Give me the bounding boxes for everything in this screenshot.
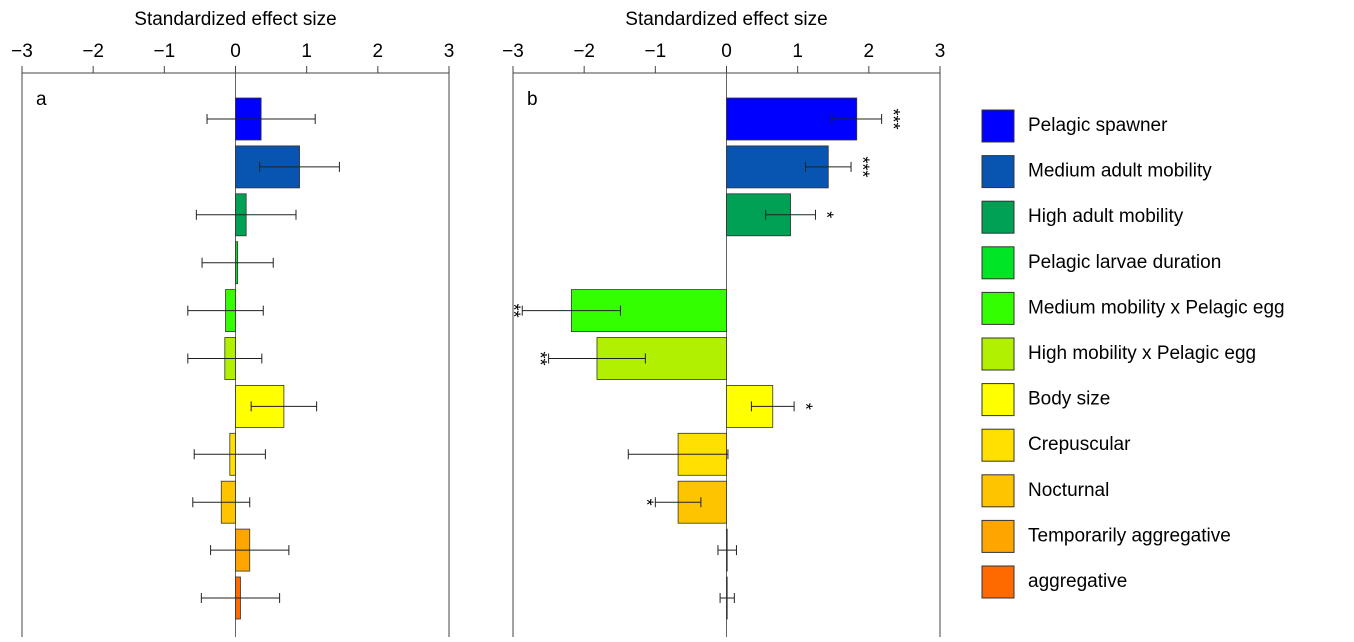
error-bar [521,305,621,316]
error-bar [804,161,852,172]
error-bar [200,593,281,603]
legend-swatch [981,383,1015,417]
x-tick-label: 1 [792,41,803,62]
error-bar [187,353,263,364]
legend-label: Medium adult mobility [1028,161,1212,182]
legend-swatch [981,474,1015,508]
legend-swatch [981,519,1015,553]
legend-label: Pelagic larvae duration [1028,252,1221,273]
error-bar [765,209,816,220]
legend-swatch [981,565,1015,599]
legend-swatch [981,155,1015,189]
axis-title: Standardized effect size [134,9,336,30]
legend-label: Body size [1028,389,1110,410]
legend-label: Crepuscular [1028,434,1131,455]
error-bar [750,401,795,412]
legend-label: Medium mobility x Pelagic egg [1028,297,1285,318]
significance-label: ** [530,351,550,365]
error-bar [831,114,883,124]
panel-label: a [36,89,47,110]
error-bar [654,497,702,508]
x-tick-label: −2 [82,41,104,62]
legend-swatch [981,246,1015,280]
panel-label: b [527,89,538,110]
x-tick-label: 2 [373,41,384,62]
significance-label: * [637,499,657,506]
axis-title: Standardized effect size [625,9,827,30]
x-tick-label: 3 [935,41,946,62]
error-bar [187,305,264,316]
legend-swatch [981,428,1015,462]
x-tick-label: −1 [153,41,175,62]
error-bar [192,497,251,508]
legend-swatch [981,337,1015,371]
x-tick-label: −2 [573,41,595,62]
legend-label: High adult mobility [1028,206,1184,227]
legend-swatch [981,291,1015,325]
significance-label: * [795,403,815,410]
legend-label: Nocturnal [1028,480,1109,501]
error-bar [717,545,737,556]
legend-label: aggregative [1028,571,1127,592]
error-bar [719,593,735,603]
error-bar [259,161,340,172]
error-bar [195,209,297,220]
x-tick-label: 2 [864,41,875,62]
x-tick-label: 0 [230,41,241,62]
error-bar [627,449,729,460]
significance-label: *** [883,108,903,129]
significance-label: *** [852,156,872,177]
x-tick-label: −3 [502,41,524,62]
significance-label: ** [504,304,524,318]
x-tick-label: 1 [301,41,312,62]
legend-swatch [981,200,1015,234]
error-bar [548,353,646,364]
x-tick-label: −1 [644,41,666,62]
legend-label: Temporarily aggregative [1028,525,1231,546]
x-tick-label: 0 [721,41,732,62]
x-tick-label: −3 [11,41,33,62]
error-bar [193,449,266,460]
significance-label: * [817,211,837,218]
error-bar [206,114,316,124]
error-bar [250,401,318,412]
legend-label: Pelagic spawner [1028,115,1168,136]
error-bar [201,257,274,268]
legend-label: High mobility x Pelagic egg [1028,343,1256,364]
legend-swatch [981,109,1015,143]
error-bar [210,545,290,556]
x-tick-label: 3 [444,41,455,62]
